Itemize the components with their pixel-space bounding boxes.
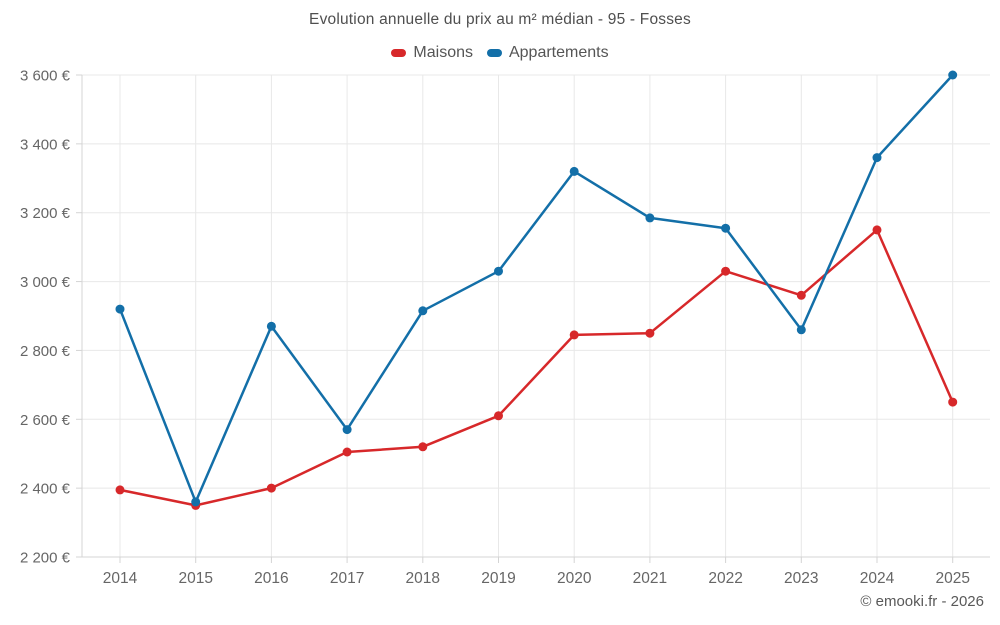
- x-tick-label: 2015: [178, 570, 212, 587]
- y-tick-label: 3 400 €: [20, 136, 71, 153]
- data-point-maisons-2018[interactable]: [418, 442, 428, 452]
- data-point-maisons-2021[interactable]: [645, 328, 655, 338]
- chart-legend: Maisons Appartements: [0, 44, 1000, 62]
- data-point-maisons-2017[interactable]: [342, 447, 352, 457]
- legend-label-appartements: Appartements: [508, 44, 609, 61]
- data-point-appartements-2015[interactable]: [191, 497, 201, 507]
- x-tick-label: 2021: [633, 570, 667, 587]
- y-tick-label: 2 800 €: [20, 343, 71, 360]
- data-point-maisons-2023[interactable]: [796, 290, 806, 300]
- x-tick-label: 2020: [557, 570, 592, 587]
- data-point-maisons-2022[interactable]: [721, 266, 731, 276]
- data-point-appartements-2021[interactable]: [645, 213, 655, 223]
- x-tick-label: 2016: [254, 570, 288, 587]
- data-point-maisons-2016[interactable]: [266, 483, 276, 493]
- data-point-appartements-2014[interactable]: [115, 304, 125, 314]
- x-tick-label: 2017: [330, 570, 364, 587]
- y-tick-label: 3 000 €: [20, 274, 71, 291]
- legend-label-maisons: Maisons: [413, 44, 473, 61]
- y-tick-label: 3 600 €: [20, 68, 71, 85]
- legend-swatch-appartements-icon: [486, 49, 502, 57]
- legend-item-appartements[interactable]: Appartements: [486, 44, 609, 62]
- footer-credit: © emooki.fr - 2026: [860, 593, 984, 610]
- data-point-appartements-2022[interactable]: [721, 223, 731, 233]
- series-line-maisons: [118, 228, 954, 507]
- data-point-appartements-2024[interactable]: [872, 153, 882, 163]
- data-point-appartements-2019[interactable]: [494, 266, 503, 276]
- x-tick-label: 2024: [860, 570, 895, 587]
- series-line-appartements: [118, 73, 954, 504]
- data-point-appartements-2023[interactable]: [796, 325, 806, 335]
- y-tick-label: 2 400 €: [20, 481, 71, 498]
- data-point-maisons-2019[interactable]: [494, 411, 503, 421]
- legend-swatch-maisons-icon: [391, 49, 407, 57]
- y-tick-label: 3 200 €: [20, 205, 71, 222]
- x-tick-label: 2014: [103, 570, 138, 587]
- data-point-appartements-2020[interactable]: [569, 166, 579, 176]
- x-tick-label: 2025: [935, 570, 969, 587]
- chart-title: Evolution annuelle du prix au m² médian …: [309, 11, 691, 28]
- y-tick-label: 2 600 €: [20, 412, 71, 429]
- data-point-appartements-2016[interactable]: [266, 321, 276, 331]
- data-point-maisons-2020[interactable]: [569, 330, 579, 340]
- data-point-maisons-2024[interactable]: [872, 225, 882, 235]
- data-point-maisons-2025[interactable]: [948, 397, 958, 407]
- data-point-appartements-2018[interactable]: [418, 306, 428, 316]
- y-tick-label: 2 200 €: [20, 550, 71, 567]
- x-tick-label: 2022: [708, 570, 742, 587]
- x-tick-label: 2023: [784, 570, 818, 587]
- x-tick-label: 2019: [481, 570, 515, 587]
- x-tick-label: 2018: [406, 570, 440, 587]
- data-point-maisons-2014[interactable]: [115, 485, 125, 495]
- legend-item-maisons[interactable]: Maisons: [391, 44, 473, 62]
- data-point-appartements-2025[interactable]: [948, 70, 958, 80]
- data-point-appartements-2017[interactable]: [342, 425, 352, 435]
